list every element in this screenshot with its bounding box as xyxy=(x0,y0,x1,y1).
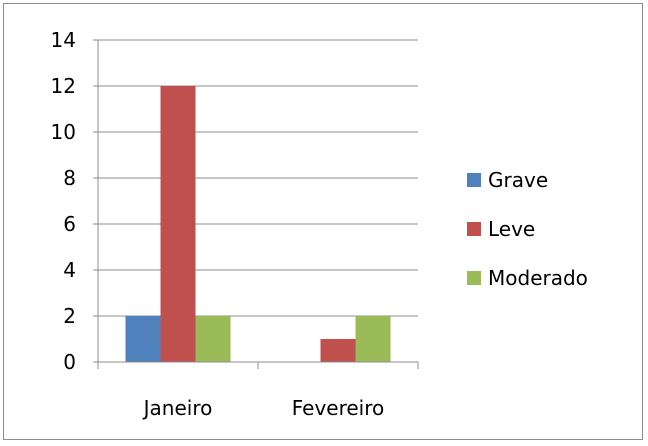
y-tick-label: 6 xyxy=(63,212,76,236)
bar-chart: 0 2 4 6 8 10 12 14 Janeiro Fevereiro Grave Leve Mo… xyxy=(51,28,588,420)
y-tick-label: 2 xyxy=(63,304,76,328)
legend-swatch-moderado xyxy=(467,271,481,285)
y-tick-label: 4 xyxy=(63,258,76,282)
bar-leve-janeiro xyxy=(160,86,196,362)
y-tick-label: 14 xyxy=(51,28,76,52)
bars xyxy=(125,86,391,362)
legend: Grave Leve Moderado xyxy=(467,168,588,290)
gridlines xyxy=(98,39,418,317)
x-tick-label: Fevereiro xyxy=(292,396,385,420)
legend-label-leve: Leve xyxy=(488,217,535,241)
bar-moderado-fevereiro xyxy=(355,316,391,362)
y-axis-tick-labels: 0 2 4 6 8 10 12 14 xyxy=(51,28,76,374)
x-tick-label: Janeiro xyxy=(142,396,213,420)
axes xyxy=(93,39,419,369)
y-tick-label: 8 xyxy=(63,166,76,190)
y-tick-label: 10 xyxy=(51,120,76,144)
chart-frame: 0 2 4 6 8 10 12 14 Janeiro Fevereiro Grave Leve Mo… xyxy=(3,3,643,440)
x-axis-tick-labels: Janeiro Fevereiro xyxy=(142,396,385,420)
legend-label-moderado: Moderado xyxy=(488,266,588,290)
bar-grave-janeiro xyxy=(125,316,161,362)
legend-swatch-leve xyxy=(467,222,481,236)
bar-moderado-janeiro xyxy=(195,316,231,362)
legend-swatch-grave xyxy=(467,173,481,187)
bar-leve-fevereiro xyxy=(320,339,356,362)
y-tick-label: 12 xyxy=(51,74,76,98)
legend-label-grave: Grave xyxy=(488,168,548,192)
y-tick-label: 0 xyxy=(63,350,76,374)
